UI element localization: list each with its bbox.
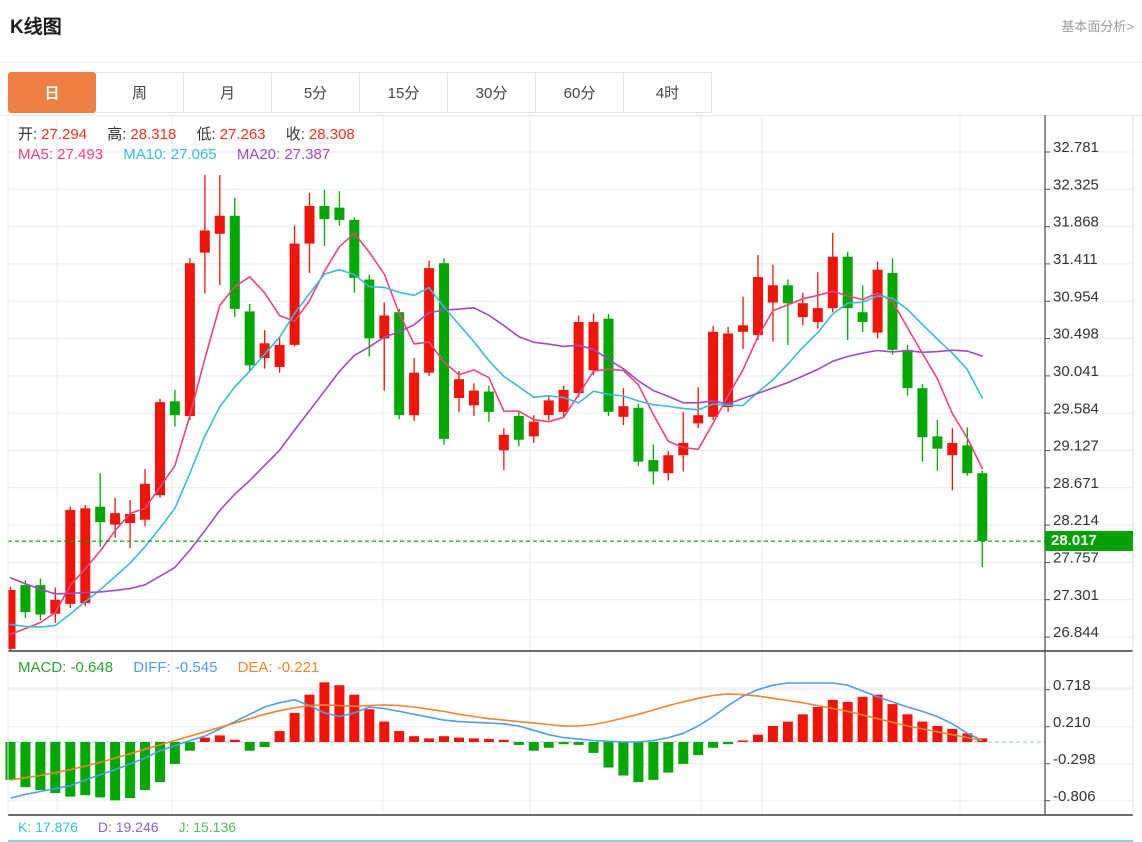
close-value: 28.308: [308, 126, 355, 143]
interval-tab-7[interactable]: 60分: [536, 72, 624, 113]
svg-text:31.411: 31.411: [1053, 251, 1098, 268]
svg-text:27.757: 27.757: [1053, 550, 1099, 567]
kdj-legend: K: 17.876 D: 19.246 J: 15.136: [18, 819, 252, 835]
svg-text:32.781: 32.781: [1053, 139, 1099, 156]
high-value: 28.318: [130, 126, 177, 143]
dea-line: [10, 693, 983, 781]
svg-text:29.127: 29.127: [1053, 438, 1099, 455]
diff-value: DIFF: -0.545: [133, 659, 218, 676]
current-price-tag: 28.017: [1045, 531, 1133, 551]
page-header: K线图 基本面分析>: [0, 0, 1142, 63]
macd-legend: MACD: -0.648 DIFF: -0.545 DEA: -0.221: [18, 659, 335, 676]
kdj-d-value: D: 19.246: [97, 819, 159, 835]
kdj-j-value: J: 15.136: [178, 819, 237, 835]
ma5-value: MA5: 27.493: [18, 146, 104, 163]
close-label: 收:: [285, 126, 305, 143]
open-label: 开:: [18, 126, 38, 143]
interval-tab-1[interactable]: 日: [8, 72, 96, 113]
svg-text:27.301: 27.301: [1053, 587, 1099, 604]
low-value: 27.263: [219, 126, 266, 143]
svg-text:-0.298: -0.298: [1053, 751, 1096, 768]
svg-text:-0.806: -0.806: [1053, 788, 1096, 805]
diff-line: [10, 682, 983, 799]
ohlc-legend: 开: 27.294 高: 28.318 低: 27.263 收: 28.308: [18, 123, 371, 144]
price-axis-labels: 32.781 32.325 31.868 31.411 30.954 30.498 30.0…: [1045, 139, 1099, 805]
svg-text:28.671: 28.671: [1053, 475, 1099, 492]
interval-tab-5[interactable]: 15分: [360, 72, 448, 113]
svg-text:30.041: 30.041: [1053, 363, 1099, 380]
kdj-k-value: K: 17.876: [18, 819, 78, 835]
high-label: 高:: [107, 126, 127, 143]
ma20-value: MA20: 27.387: [236, 146, 331, 163]
interval-tab-3[interactable]: 月: [184, 72, 272, 113]
low-label: 低:: [196, 126, 216, 143]
page-title: K线图: [10, 17, 62, 38]
dea-value: DEA: -0.221: [237, 659, 320, 676]
svg-text:31.868: 31.868: [1053, 214, 1099, 231]
interval-tab-4[interactable]: 5分: [272, 72, 360, 113]
ma10-value: MA10: 27.065: [123, 146, 217, 163]
svg-text:30.954: 30.954: [1053, 288, 1099, 305]
ma-legend: MA5: 27.493 MA10: 27.065 MA20: 27.387: [18, 146, 346, 163]
macd-value: MACD: -0.648: [18, 659, 114, 676]
interval-tabbar: 日周月 5分 15分 30分 60分 4时: [8, 72, 712, 113]
svg-text:26.844: 26.844: [1053, 624, 1099, 641]
chart-canvas[interactable]: 32.781 32.325 31.868 31.411 30.954 30.498 30.0…: [0, 115, 1142, 842]
svg-text:32.325: 32.325: [1053, 176, 1099, 193]
macd-histogram: [5, 682, 988, 801]
svg-text:0.718: 0.718: [1053, 677, 1091, 694]
interval-tab-2[interactable]: 周: [96, 72, 184, 113]
candlestick-series: [8, 175, 988, 651]
svg-text:0.210: 0.210: [1053, 714, 1091, 731]
svg-text:28.214: 28.214: [1053, 512, 1099, 529]
interval-tab-8[interactable]: 4时: [624, 72, 712, 113]
svg-text:30.498: 30.498: [1053, 326, 1099, 343]
svg-text:29.584: 29.584: [1053, 400, 1099, 417]
fundamental-analysis-link[interactable]: 基本面分析>: [1061, 19, 1134, 34]
interval-tab-6[interactable]: 30分: [448, 72, 536, 113]
open-value: 27.294: [41, 126, 88, 143]
